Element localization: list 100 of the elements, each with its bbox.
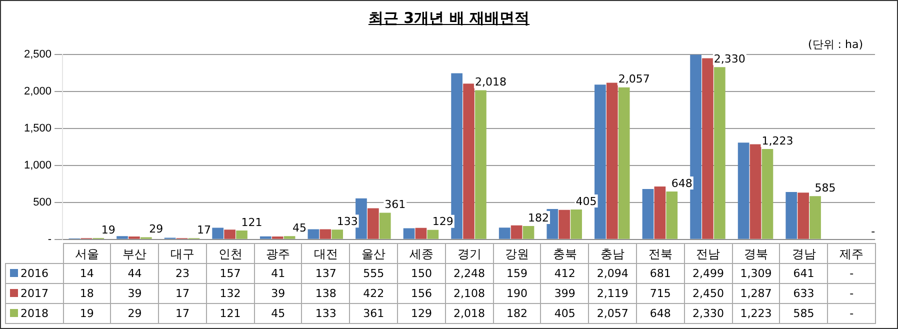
data-label: 150 xyxy=(397,263,446,284)
text: 648 xyxy=(671,176,692,190)
bar xyxy=(618,87,630,239)
data-label: 2,248 xyxy=(444,263,494,284)
text: - xyxy=(871,224,876,238)
text: (단위 : ha) xyxy=(808,37,863,52)
data-label: 157 xyxy=(206,263,255,284)
data-label: 633 xyxy=(779,283,828,304)
data-label: 133 xyxy=(301,303,350,324)
bar xyxy=(702,58,714,239)
bar xyxy=(475,90,486,239)
bar xyxy=(522,226,534,239)
text: 2,057 xyxy=(618,72,650,86)
bar xyxy=(786,192,798,239)
text: 182 xyxy=(528,211,550,224)
bar xyxy=(558,210,570,239)
x-tick-label: 대구 xyxy=(158,243,207,264)
data-label: 17 xyxy=(158,303,207,324)
data-label: 138 xyxy=(301,283,350,304)
x-tick-label: 부산 xyxy=(110,243,160,264)
data-label: 19 xyxy=(62,303,112,324)
y-tick-label: - xyxy=(48,233,52,246)
text: 2,330 xyxy=(714,52,746,66)
bar xyxy=(570,209,582,239)
text: 405 xyxy=(576,194,597,208)
x-tick-label: 세종 xyxy=(397,243,446,264)
legend-label: 2016 xyxy=(4,263,64,284)
data-label: 14 xyxy=(62,263,112,284)
data-label: 39 xyxy=(110,283,160,304)
bar xyxy=(690,54,702,239)
data-label: 137 xyxy=(301,263,350,284)
text: 133 xyxy=(336,214,358,228)
bar xyxy=(666,192,678,239)
data-label: 132 xyxy=(206,283,255,304)
bar xyxy=(510,225,522,239)
bar xyxy=(451,73,462,239)
bar xyxy=(738,142,750,239)
data-label: 41 xyxy=(254,263,302,284)
data-label: 17 xyxy=(158,283,207,304)
bar xyxy=(284,236,296,239)
data-label: 1,309 xyxy=(732,263,780,284)
data-label: 399 xyxy=(540,283,590,304)
data-label: 121 xyxy=(206,303,255,324)
data-label: 2,499 xyxy=(684,263,733,284)
x-tick-label: 서울 xyxy=(62,243,112,264)
data-label: 2,450 xyxy=(684,283,733,304)
data-label: 422 xyxy=(349,283,398,304)
text: 121 xyxy=(241,216,262,229)
x-tick-label: 충남 xyxy=(588,243,638,264)
bar xyxy=(332,230,344,239)
x-tick-label: 경남 xyxy=(779,243,828,264)
text: 361 xyxy=(384,198,406,212)
data-label: 681 xyxy=(636,263,685,284)
bar xyxy=(260,236,272,239)
bar xyxy=(798,192,809,239)
bar xyxy=(236,230,248,239)
data-label: 715 xyxy=(636,283,685,304)
data-label: 405 xyxy=(540,303,590,324)
bar xyxy=(356,198,367,239)
x-tick-label: 충북 xyxy=(540,243,590,264)
chart-title: 최근 3개년 배 재배면적 xyxy=(367,9,531,28)
bar xyxy=(750,144,762,239)
text: 585 xyxy=(814,182,836,195)
text: - xyxy=(850,287,854,300)
legend-label: 2018 xyxy=(4,303,64,324)
data-label: 648 xyxy=(636,303,685,324)
x-tick-label: 광주 xyxy=(254,243,302,264)
data-label: 44 xyxy=(110,263,160,284)
text: 17 xyxy=(196,224,211,237)
data-label: 2,330 xyxy=(684,303,733,324)
x-tick-label: 제주 xyxy=(827,243,876,264)
data-label: 1,287 xyxy=(732,283,780,304)
bar xyxy=(642,189,654,239)
x-tick-label: 인천 xyxy=(206,243,255,264)
legend-label: 2017 xyxy=(4,283,64,304)
data-label: 23 xyxy=(158,263,207,284)
bar xyxy=(308,229,320,239)
data-label: 159 xyxy=(492,263,542,284)
x-tick-label: 경기 xyxy=(444,243,494,264)
bar xyxy=(463,84,474,239)
text: 29 xyxy=(149,222,164,236)
bar xyxy=(415,228,427,239)
data-label: 45 xyxy=(254,303,302,324)
bar xyxy=(224,230,236,239)
data-label: 2,119 xyxy=(588,283,638,304)
data-label: 2,018 xyxy=(444,303,494,324)
y-tick-label: 2,500 xyxy=(24,48,52,61)
bar xyxy=(320,229,332,239)
data-label: 2,094 xyxy=(588,263,638,284)
data-label: 412 xyxy=(540,263,590,284)
bar xyxy=(654,186,666,239)
data-label: 2,057 xyxy=(588,303,638,324)
bar xyxy=(594,84,606,239)
text: 1,223 xyxy=(762,134,794,148)
data-label: 182 xyxy=(492,303,542,324)
text: - xyxy=(850,267,854,280)
x-tick-label: 전남 xyxy=(684,243,733,264)
data-label: 555 xyxy=(349,263,398,284)
data-label: 29 xyxy=(110,303,160,324)
x-tick-label: 강원 xyxy=(492,243,542,264)
